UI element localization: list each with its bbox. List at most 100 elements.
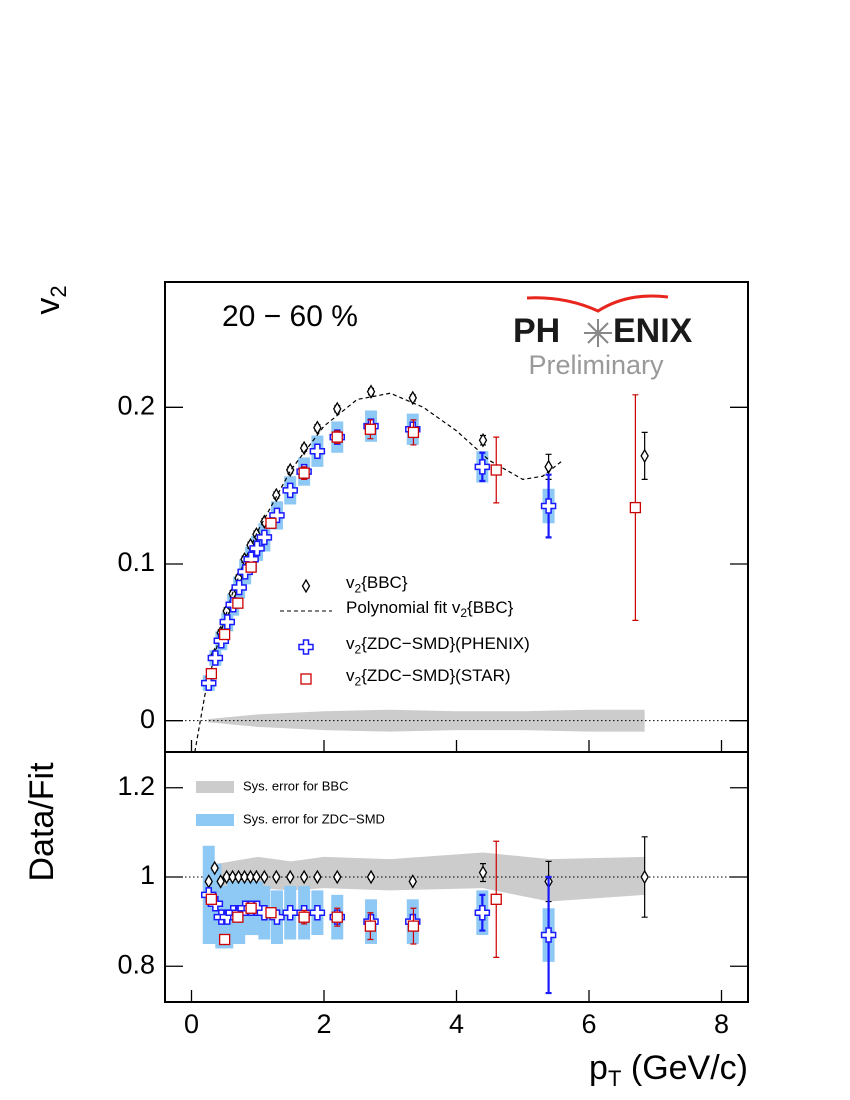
square-marker [364, 920, 377, 932]
legend-label-part: Polynomial fit v [346, 598, 461, 617]
legend-label-part: v [346, 666, 355, 685]
legend-label-part: {ZDC−SMD}(PHENIX) [361, 634, 530, 653]
legend-label: Polynomial fit v2{BBC} [346, 598, 514, 620]
diamond-marker [313, 869, 322, 885]
square-marker [407, 426, 420, 439]
square-marker [331, 911, 343, 923]
diamond-marker [640, 448, 649, 464]
cross-marker [298, 639, 314, 655]
diamond-marker [285, 869, 295, 885]
y-axis-label: v2 [29, 285, 71, 314]
bottom-frame [164, 751, 749, 1003]
legend-label-sub: 2 [355, 582, 362, 596]
legend-label-sub: 2 [355, 643, 362, 657]
cross-marker [282, 904, 298, 921]
legend-label: v2{BBC} [346, 573, 408, 595]
square-marker [205, 668, 218, 680]
diamond-marker [246, 869, 255, 885]
diamond-marker [408, 874, 418, 889]
diamond-marker [408, 390, 418, 406]
x-tick-label: 4 [449, 1009, 464, 1039]
x-axis-label-part: p [589, 1049, 608, 1087]
diamond-marker [216, 874, 225, 889]
legend-label-sub: 2 [355, 675, 362, 689]
legend-label-part: {ZDC−SMD}(STAR) [361, 666, 510, 685]
cross-marker [282, 482, 298, 499]
legend-label: Sys. error for BBC [243, 778, 348, 793]
diamond-marker [301, 578, 311, 594]
diamond-marker [240, 869, 249, 885]
y-tick-label: 0 [140, 704, 155, 734]
diamond-marker [366, 384, 376, 399]
diamond-marker [478, 865, 488, 880]
square-marker [364, 423, 377, 435]
diamond-marker [299, 869, 309, 885]
y-axis-label-part: v [29, 298, 67, 315]
square-marker [298, 911, 310, 923]
y-tick-label: 0.1 [117, 547, 155, 577]
diamond-marker [234, 869, 243, 885]
x-tick-label: 6 [581, 1009, 596, 1039]
x-axis-label-sub: T [608, 1066, 621, 1091]
legend-label: Sys. error for ZDC−SMD [243, 811, 385, 826]
cross-marker [540, 498, 557, 514]
cross-marker [200, 675, 217, 691]
diamond-marker [228, 869, 237, 885]
square-marker [265, 517, 277, 529]
cross-marker [249, 540, 265, 557]
logo-arc [526, 294, 669, 313]
y-tick-label: 0.8 [117, 949, 155, 979]
cross-marker [474, 459, 491, 475]
legend-label-sub: 2 [460, 606, 467, 620]
diamond-marker [252, 869, 261, 885]
diamond-marker [332, 869, 342, 885]
cross-marker [540, 927, 557, 943]
diamond-marker [210, 860, 219, 876]
logo-right: ENIX [613, 312, 693, 350]
cross-marker [231, 579, 247, 596]
watermark: Preliminary [528, 350, 664, 380]
square-marker [218, 933, 231, 946]
diamond-marker [478, 432, 488, 448]
square-marker [298, 467, 310, 479]
square-marker [490, 464, 502, 476]
cross-marker [474, 904, 491, 921]
square-marker [205, 893, 218, 905]
y-axis-label-sub: 2 [46, 285, 71, 297]
cross-marker [256, 529, 273, 546]
logo-star [584, 319, 612, 347]
diamond-marker [366, 869, 376, 885]
y-tick-label: 1.2 [117, 771, 155, 801]
x-tick-label: 8 [714, 1009, 729, 1039]
square-marker [218, 628, 231, 641]
x-tick-label: 0 [184, 1009, 199, 1039]
square-marker [629, 501, 642, 514]
square-marker [232, 911, 244, 923]
legend-label-part: {BBC} [467, 598, 514, 617]
y-tick-label: 0.2 [117, 390, 155, 420]
cross-marker [309, 904, 326, 921]
diamond-marker [544, 459, 553, 475]
annotation: 20 − 60 % [222, 300, 358, 333]
logo-left: PH [513, 312, 560, 350]
cross-marker [309, 443, 326, 459]
square-marker [300, 673, 312, 685]
legend-label: v2{ZDC−SMD}(PHENIX) [346, 634, 530, 656]
y-tick-label: 1 [140, 860, 155, 890]
square-marker [245, 902, 257, 914]
square-marker [331, 431, 343, 443]
square-marker [245, 561, 257, 573]
x-tick-label: 2 [316, 1009, 331, 1039]
diamond-marker [272, 869, 281, 885]
legend-label-part: v [346, 573, 355, 592]
legend-swatch [196, 781, 234, 793]
diamond-marker [260, 869, 269, 885]
cross-marker [207, 650, 224, 666]
y-axis-label: Data/Fit [23, 762, 61, 882]
square-marker [232, 597, 244, 609]
square-marker [265, 907, 277, 919]
x-axis-label: pT (GeV/c) [589, 1049, 748, 1091]
legend-swatch [196, 814, 234, 826]
